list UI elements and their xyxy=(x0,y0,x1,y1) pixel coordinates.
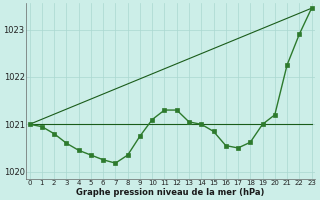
X-axis label: Graphe pression niveau de la mer (hPa): Graphe pression niveau de la mer (hPa) xyxy=(76,188,265,197)
